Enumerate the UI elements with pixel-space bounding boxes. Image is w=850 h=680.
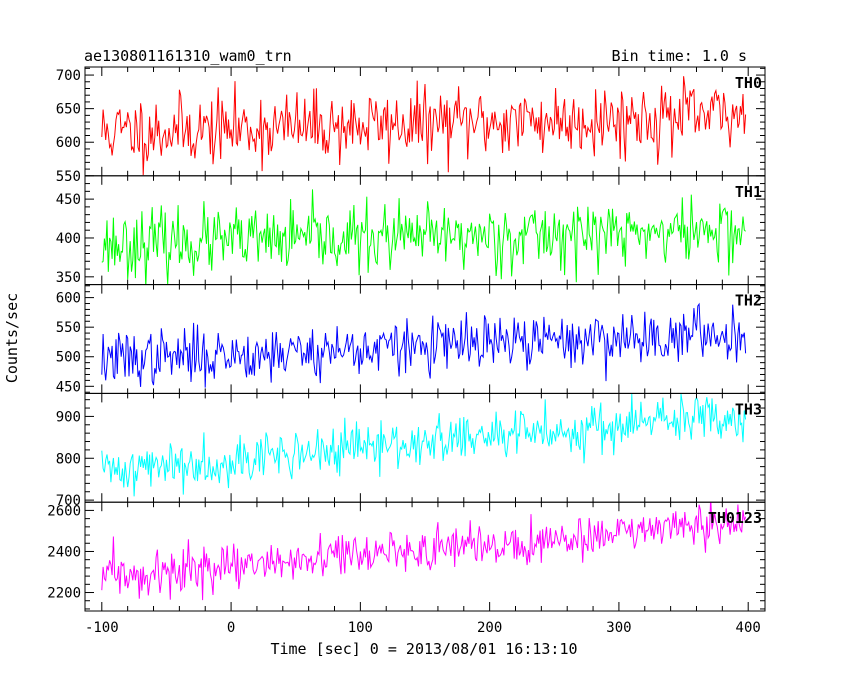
y-tick-label: 600: [56, 291, 81, 307]
panel-name-th0123: TH0123: [708, 509, 762, 527]
x-tick-label: -100: [85, 620, 119, 636]
series-line-th3: [101, 393, 747, 497]
series-line-th2: [101, 302, 747, 388]
y-tick-label: 2600: [47, 503, 81, 519]
y-tick-label: 550: [56, 320, 81, 336]
panel-th2: 450 500 550 600 TH2: [56, 284, 766, 395]
series-line-th0123: [101, 502, 747, 601]
y-tick-label: 700: [56, 493, 81, 509]
panel-name-th1: TH1: [735, 183, 762, 201]
y-tick-label: 350: [56, 270, 81, 286]
title-right: Bin time: 1.0 s: [612, 47, 747, 65]
panel-th0: 550 600 650 700 TH0: [56, 66, 766, 185]
y-tick-label: 500: [56, 350, 81, 366]
panels-group: 550 600 650 700 TH0 350 400 450 TH1 450 500 550 600 T…: [47, 66, 766, 636]
panel-th3: 700 800 900 TH3: [56, 392, 766, 509]
y-tick-label: 550: [56, 169, 81, 185]
panel-name-th0: TH0: [735, 74, 762, 92]
series-line-th1: [101, 189, 746, 285]
y-tick-label: 400: [56, 231, 81, 247]
y-tick-label: 450: [56, 379, 81, 395]
panel-th0123: 2200 2400 2600 TH0123: [47, 501, 766, 612]
series-line-th0: [101, 76, 747, 176]
panel-name-th2: TH2: [735, 292, 762, 310]
x-tick-label: 400: [736, 620, 761, 636]
x-tick-label: 100: [348, 620, 373, 636]
x-tick-label: 200: [477, 620, 502, 636]
y-tick-label: 800: [56, 451, 81, 467]
title-left: ae130801161310_wam0_trn: [84, 47, 292, 65]
y-tick-label: 900: [56, 409, 81, 425]
y-tick-label: 2400: [47, 544, 81, 560]
x-axis-label: Time [sec] 0 = 2013/08/01 16:13:10: [270, 640, 577, 658]
panel-frame: [84, 392, 766, 503]
x-tick-label: 300: [606, 620, 631, 636]
panel-frame: [84, 501, 766, 612]
y-tick-label: 650: [56, 102, 81, 118]
y-tick-label: 450: [56, 192, 81, 208]
y-axis-label: Counts/sec: [3, 293, 21, 383]
x-tick-label: 0: [227, 620, 235, 636]
panel-th1: 350 400 450 TH1: [56, 175, 766, 286]
panel-name-th3: TH3: [735, 400, 762, 418]
panel-frame: [84, 284, 766, 394]
y-tick-label: 2200: [47, 586, 81, 602]
y-tick-label: 700: [56, 68, 81, 84]
y-tick-label: 600: [56, 135, 81, 151]
